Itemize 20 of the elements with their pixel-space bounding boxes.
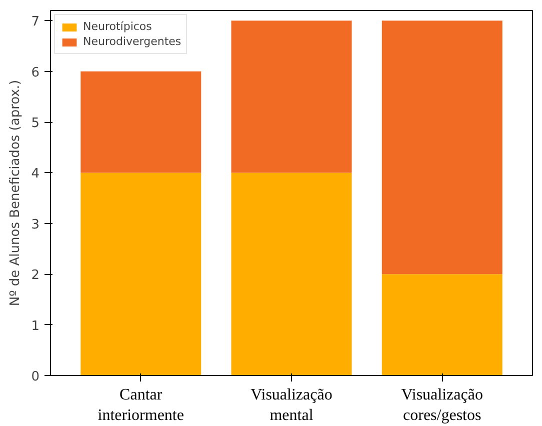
y-tick-label: 2: [31, 268, 40, 284]
bar: [382, 274, 502, 376]
y-tick-label: 7: [31, 14, 40, 30]
y-tick-label: 5: [31, 116, 40, 132]
bar: [231, 172, 352, 376]
x-tick-label: Visualização cores/gestos: [401, 386, 483, 424]
bar: [382, 20, 502, 274]
x-tick-label: Visualização mental: [250, 386, 332, 424]
y-tick-label: 1: [31, 318, 40, 334]
legend-label: Neurotípicos: [83, 20, 152, 33]
y-tick-label: 0: [31, 370, 40, 384]
bar: [231, 20, 352, 173]
legend-label: Neurodivergentes: [83, 35, 182, 48]
y-axis-title: Nº de Alunos Beneficiados (aprox.): [8, 80, 24, 306]
y-tick-label: 6: [31, 65, 40, 80]
y-tick-label: 4: [31, 166, 40, 182]
x-tick-label: Cantar interiormente: [98, 386, 184, 424]
bar: [80, 172, 202, 376]
bar: [80, 71, 202, 173]
y-tick-label: 3: [31, 217, 40, 232]
